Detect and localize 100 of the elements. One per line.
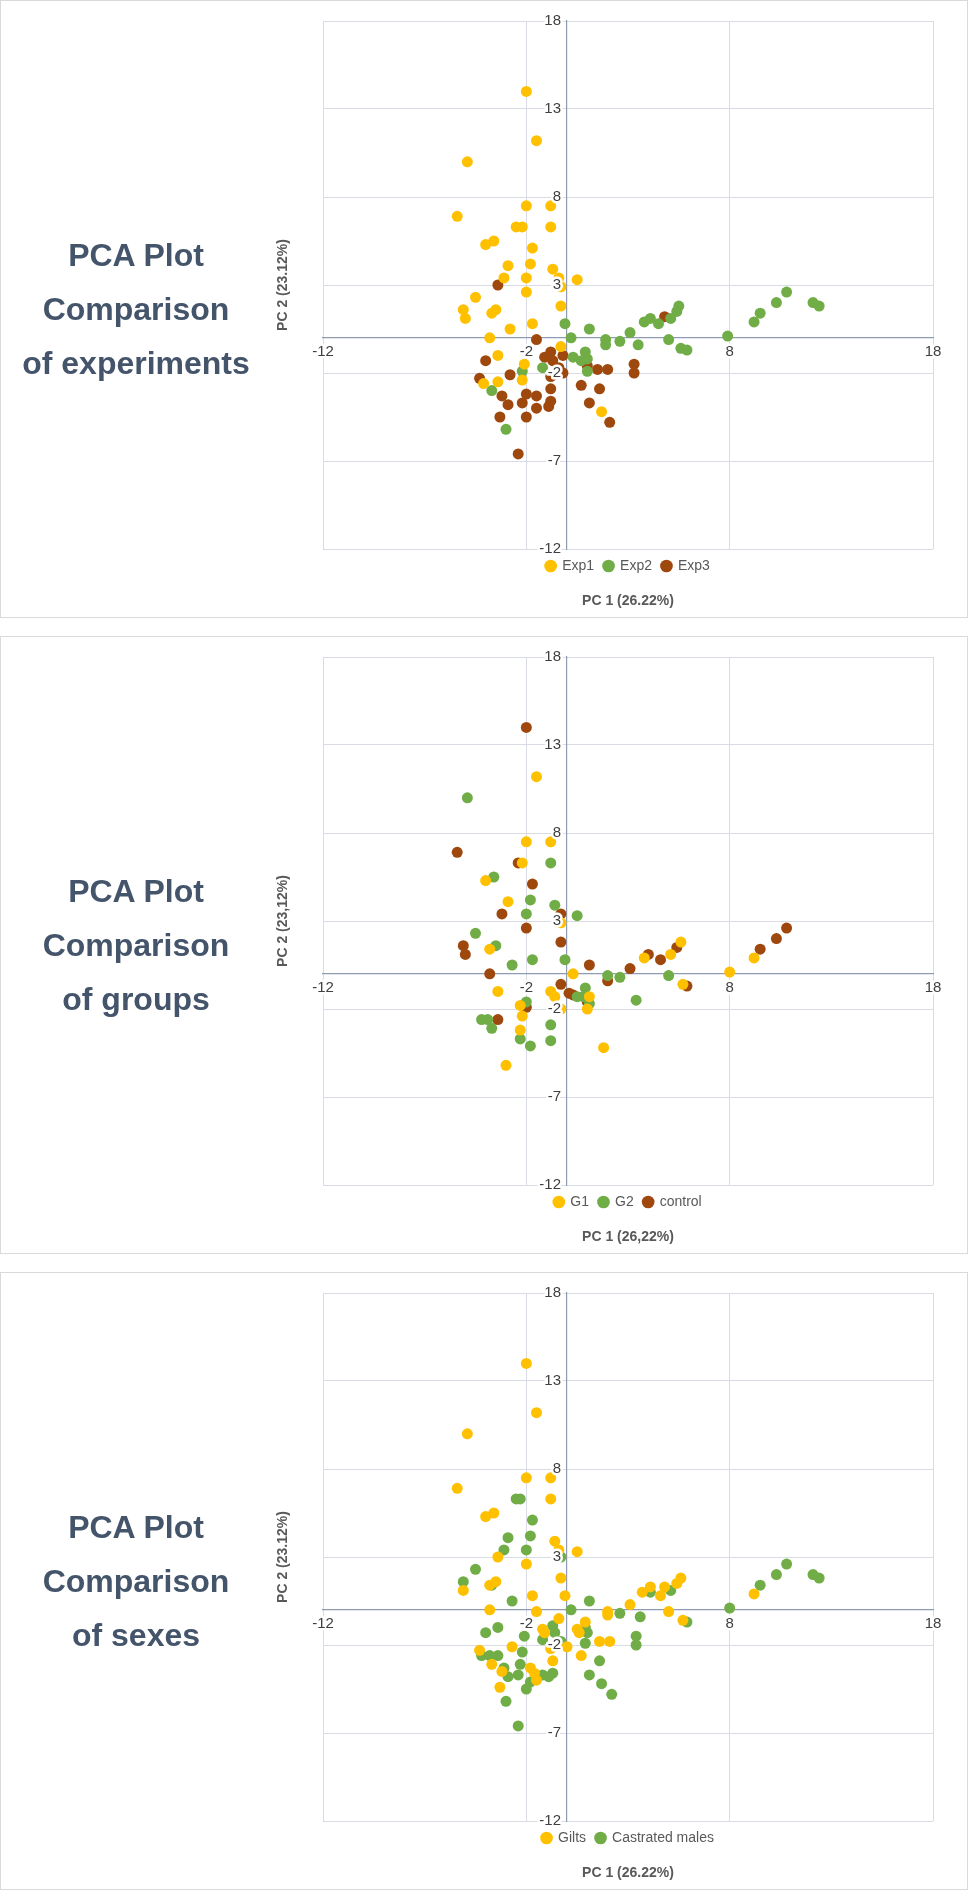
point (549, 899, 561, 911)
point (583, 397, 595, 409)
y-axis-title: PC 2 (23,12%) (273, 875, 290, 967)
point (630, 1639, 642, 1651)
x-tick-label: -12 (312, 977, 334, 995)
point (500, 423, 512, 435)
point (571, 910, 583, 922)
point (524, 1040, 536, 1052)
point (630, 994, 642, 1006)
point (655, 1590, 667, 1602)
point (531, 390, 542, 402)
point (492, 1014, 504, 1026)
point (565, 332, 577, 344)
point (502, 896, 514, 908)
y-tick-label: 3 (552, 911, 561, 929)
point (500, 1059, 512, 1071)
point (516, 374, 528, 386)
legend-label: Castrated males (612, 1828, 714, 1845)
point (579, 1637, 591, 1649)
text: Comparison of sexes (41, 1562, 231, 1655)
point (520, 411, 532, 423)
point (531, 771, 542, 783)
legend-label: G1 (570, 1192, 590, 1209)
point (520, 200, 532, 212)
point (484, 1604, 496, 1616)
x-axis-title: PC 1 (26.22%) (582, 591, 674, 608)
point (451, 846, 463, 858)
point (653, 318, 664, 330)
point (583, 959, 595, 971)
y-tick-label: 13 (544, 735, 561, 753)
point (520, 1544, 532, 1556)
point (663, 334, 675, 346)
x-tick-label: -12 (312, 341, 334, 359)
point (559, 1590, 571, 1602)
point (638, 952, 650, 964)
point (663, 970, 675, 982)
point (520, 388, 532, 400)
point (480, 1627, 492, 1639)
point (526, 318, 538, 330)
point (748, 1588, 760, 1600)
point (504, 323, 516, 335)
point (675, 342, 687, 354)
point (504, 369, 516, 381)
point (492, 1551, 504, 1563)
point (514, 1658, 526, 1670)
point (748, 952, 760, 964)
point (545, 1019, 557, 1031)
point (754, 943, 766, 955)
legend-label: Exp2 (620, 556, 653, 573)
point (575, 379, 587, 391)
y-tick-label: -7 (547, 1087, 561, 1105)
point (596, 1678, 608, 1690)
point (724, 1602, 736, 1614)
point (754, 307, 766, 319)
point (518, 358, 530, 370)
point (459, 948, 471, 960)
point (628, 367, 640, 379)
point (604, 1635, 616, 1647)
point (520, 1357, 532, 1369)
point (506, 1641, 518, 1653)
point (480, 1511, 492, 1523)
point (555, 1572, 567, 1584)
point (494, 411, 506, 423)
legend-label: G2 (614, 1192, 634, 1209)
point (498, 272, 510, 284)
point (659, 1581, 671, 1593)
point (506, 1595, 518, 1607)
point (555, 936, 567, 948)
y-tick-label: -7 (547, 1723, 561, 1741)
point (516, 1010, 528, 1022)
point (575, 355, 587, 367)
point (614, 335, 626, 347)
point (461, 1428, 473, 1440)
legend-label: Gilts (558, 1828, 587, 1845)
x-tick-label: -12 (312, 1613, 334, 1631)
x-tick-label: 8 (725, 977, 734, 995)
point (484, 943, 496, 955)
point (496, 908, 508, 920)
point (594, 1655, 606, 1667)
point (555, 978, 567, 990)
point (526, 954, 538, 966)
y-tick-label: 3 (552, 1547, 561, 1565)
point (484, 332, 496, 344)
point (594, 383, 606, 395)
point (461, 156, 473, 168)
point (470, 927, 481, 939)
point (547, 1655, 559, 1667)
point (555, 341, 567, 353)
point (634, 1611, 646, 1623)
point (520, 908, 532, 920)
point (602, 363, 614, 375)
point (770, 297, 782, 309)
point (596, 406, 608, 418)
point (531, 1407, 542, 1419)
x-tick-label: 18 (924, 1613, 942, 1631)
point (502, 1532, 514, 1544)
point (567, 351, 579, 363)
point (492, 985, 504, 997)
point (520, 1558, 532, 1570)
point (451, 210, 463, 222)
